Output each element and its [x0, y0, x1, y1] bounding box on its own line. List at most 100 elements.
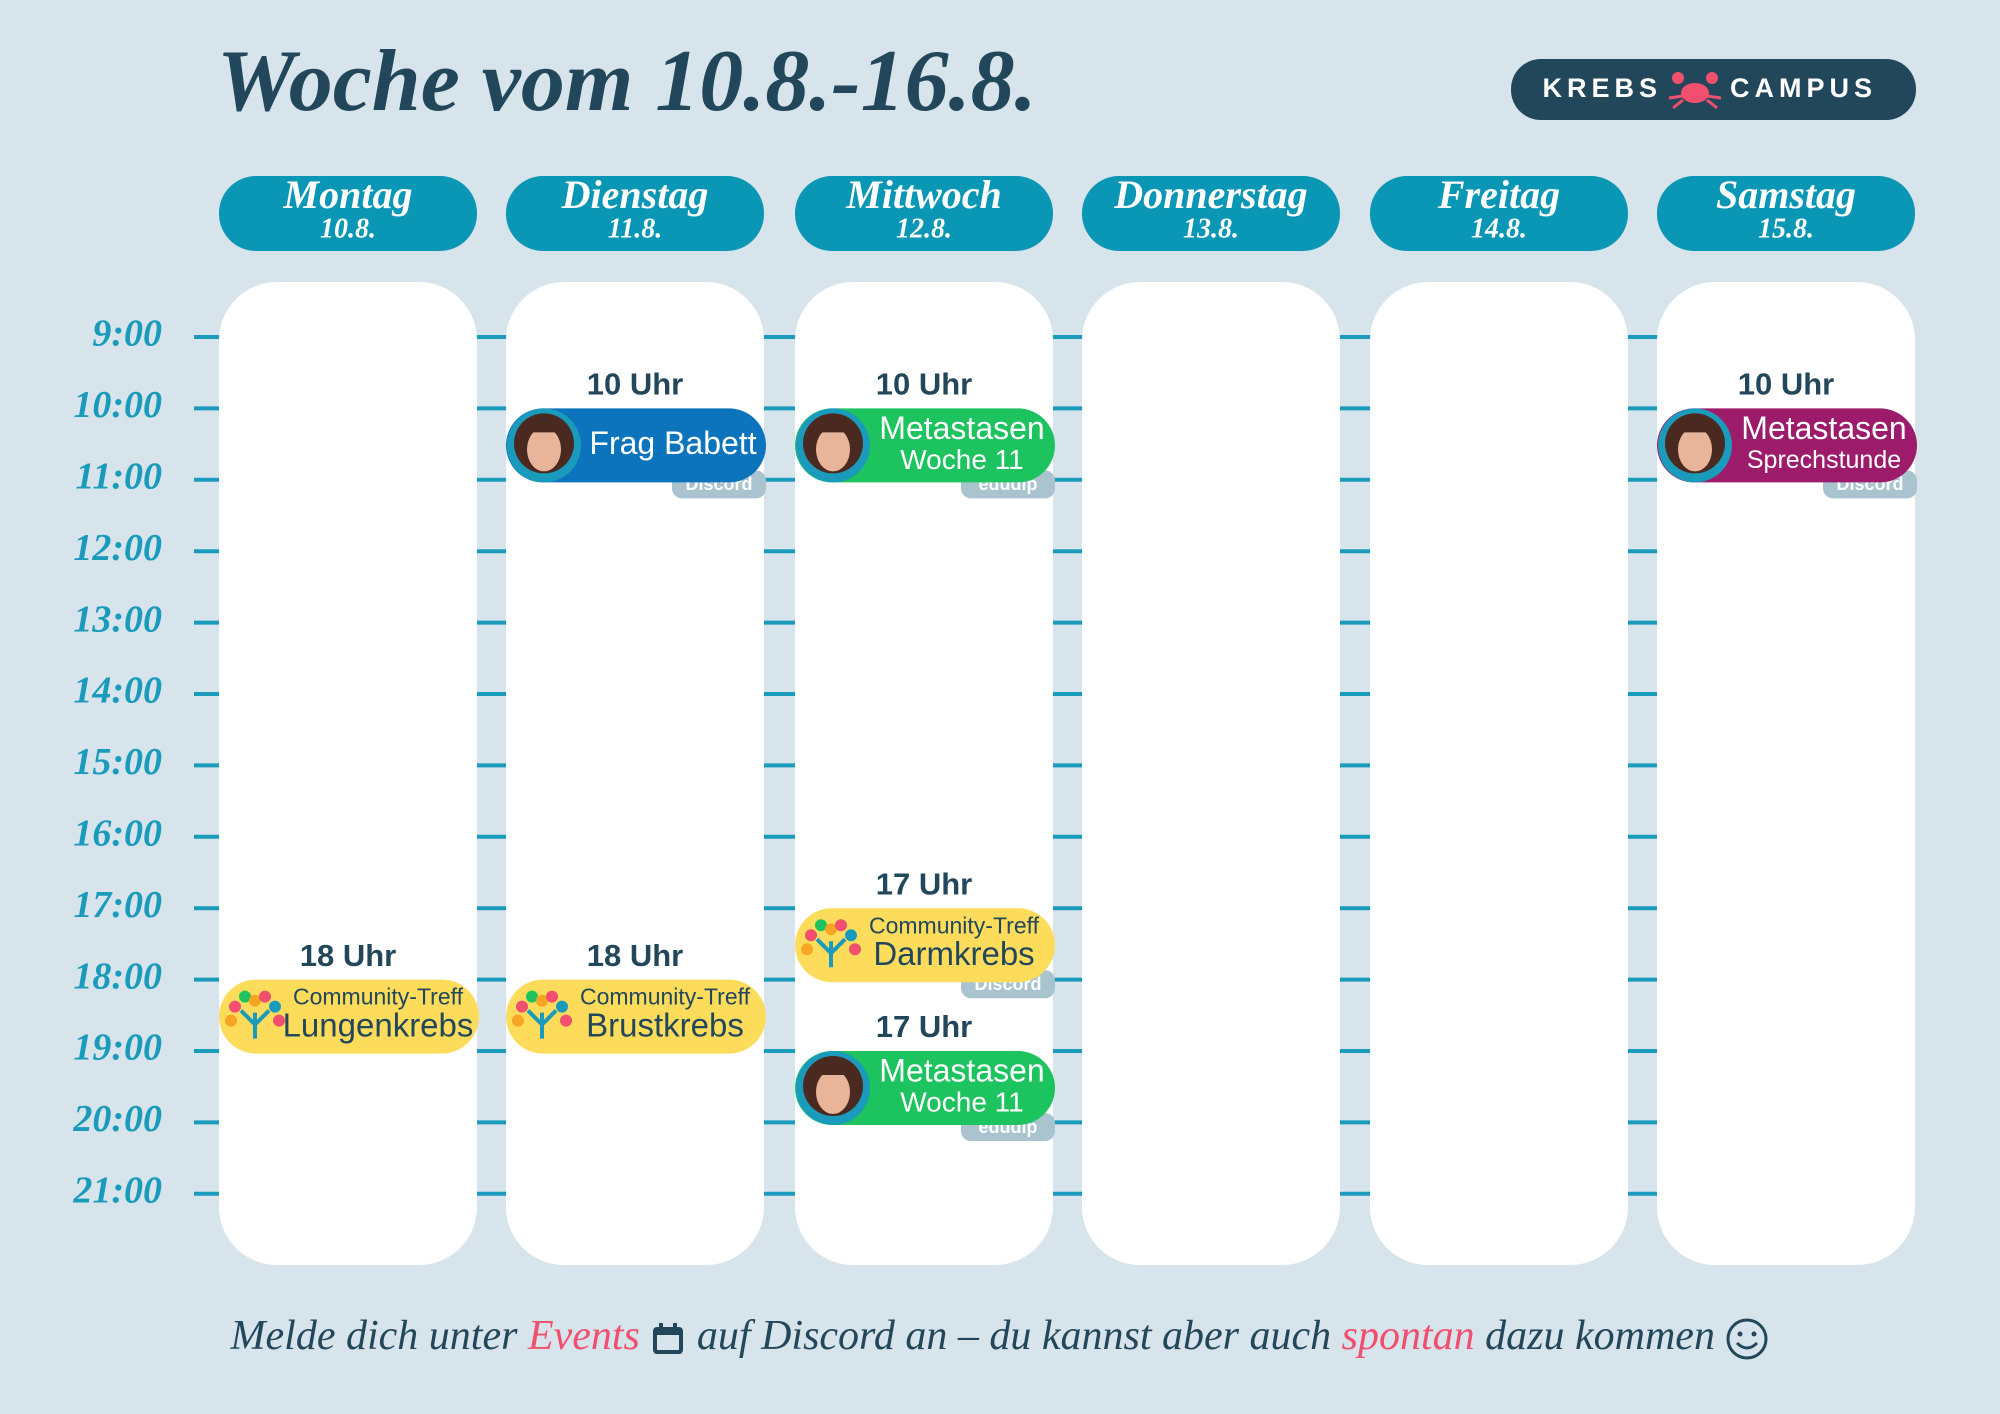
- event-subtitle: Sprechstunde: [1747, 446, 1901, 474]
- event-title: Metastasen: [879, 410, 1044, 446]
- leaf: [815, 919, 827, 932]
- leaf: [269, 1000, 281, 1013]
- day-header: [219, 176, 477, 251]
- footer-text: dazu kommen: [1474, 1313, 1715, 1359]
- event-time: 10 Uhr: [1738, 367, 1834, 402]
- day-column: [1370, 282, 1628, 1265]
- leaf: [225, 1014, 237, 1027]
- day-date: 15.8.: [1758, 213, 1814, 244]
- event-time: 18 Uhr: [587, 938, 683, 973]
- time-label: 12:00: [73, 527, 162, 569]
- event-subtitle: Woche 11: [900, 444, 1023, 475]
- time-label: 10:00: [73, 384, 162, 426]
- leaf: [526, 990, 538, 1003]
- event-title: Metastasen: [879, 1052, 1044, 1088]
- event-title: Community-Treff: [869, 912, 1040, 938]
- day-name: Mittwoch: [845, 172, 1002, 217]
- leaf: [536, 994, 548, 1007]
- day-column: [795, 282, 1053, 1265]
- event-time: 17 Uhr: [876, 1009, 972, 1044]
- day-column: [1657, 282, 1915, 1265]
- crab-icon: [1668, 72, 1722, 110]
- time-label: 18:00: [73, 955, 162, 997]
- avatar-bangs: [1676, 421, 1714, 433]
- avatar: [796, 408, 870, 483]
- event-title: Community-Treff: [580, 984, 751, 1010]
- event-pill: [219, 979, 479, 1054]
- leaf: [516, 1000, 528, 1013]
- day-header: [506, 176, 764, 251]
- time-label: 14:00: [73, 670, 162, 712]
- title: Woche vom 10.8.-16.8.: [217, 33, 1037, 130]
- avatar-bangs: [814, 1064, 852, 1075]
- time-label: 21:00: [72, 1170, 162, 1212]
- day-name: Dienstag: [561, 172, 709, 217]
- day-date: 13.8.: [1183, 213, 1239, 244]
- day-column: [219, 282, 477, 1265]
- community-icon: [512, 990, 572, 1039]
- event-pill: [795, 908, 1055, 983]
- event-time: 10 Uhr: [587, 367, 683, 402]
- stem: [239, 1009, 271, 1039]
- footer-highlight: Events: [527, 1313, 640, 1359]
- event-pill: [506, 979, 766, 1054]
- stem: [815, 937, 847, 968]
- leaf: [259, 990, 271, 1003]
- smiley-icon: [1726, 1318, 1768, 1360]
- event-subtitle: Lungenkrebs: [283, 1006, 474, 1043]
- footer-text: Melde dich unter: [230, 1313, 528, 1359]
- avatar: [796, 1051, 870, 1125]
- event-time: 10 Uhr: [876, 367, 972, 402]
- avatar-face: [527, 427, 561, 472]
- event-subtitle: Brustkrebs: [586, 1006, 744, 1043]
- leaf: [556, 1000, 568, 1013]
- event-time: 17 Uhr: [876, 866, 972, 901]
- leaf: [845, 929, 857, 942]
- leaf: [239, 990, 251, 1003]
- avatar-bangs: [814, 421, 852, 433]
- footer: Melde dich unter Events auf Discord an –…: [70, 1312, 1930, 1361]
- time-label: 13:00: [73, 598, 162, 640]
- avatar: [1658, 408, 1732, 483]
- day-column: [1082, 282, 1340, 1265]
- leaf: [229, 1000, 241, 1013]
- day-date: 14.8.: [1471, 213, 1527, 244]
- avatar-face: [816, 1070, 850, 1114]
- avatar-face: [816, 427, 850, 472]
- day-date: 12.8.: [896, 213, 952, 244]
- brand-text: KREBS: [1542, 73, 1662, 103]
- day-header: [1082, 176, 1340, 251]
- leaf: [805, 929, 817, 942]
- day-name: Samstag: [1716, 172, 1856, 217]
- day-date: 11.8.: [608, 213, 662, 244]
- leaf: [560, 1014, 572, 1027]
- event-title: Community-Treff: [293, 984, 464, 1010]
- day-date: 10.8.: [320, 213, 376, 244]
- leaf: [801, 943, 813, 956]
- event-time: 18 Uhr: [300, 938, 396, 973]
- time-label: 20:00: [72, 1098, 162, 1140]
- leaf: [546, 990, 558, 1003]
- community-icon: [225, 990, 285, 1039]
- day-name: Donnerstag: [1113, 172, 1307, 217]
- stem: [526, 1009, 558, 1039]
- footer-text: auf Discord an – du kannst aber auch: [686, 1313, 1342, 1359]
- event-subtitle: Darmkrebs: [873, 935, 1034, 972]
- brand-pill: [1511, 59, 1916, 120]
- time-label: 9:00: [92, 313, 162, 355]
- leaf: [249, 994, 261, 1007]
- leaf: [835, 919, 847, 932]
- time-label: 17:00: [73, 884, 162, 926]
- time-label: 15:00: [73, 741, 162, 783]
- leaf: [825, 923, 837, 936]
- schedule: Woche vom 10.8.-16.8. KREBS CAMPUS 9:00 1…: [72, 33, 1917, 1265]
- avatar-face: [1678, 427, 1712, 472]
- avatar: [507, 408, 581, 483]
- time-label: 16:00: [73, 813, 162, 855]
- event-subtitle: Woche 11: [900, 1086, 1023, 1117]
- event-title: Metastasen: [1741, 410, 1906, 446]
- leaf: [849, 943, 861, 956]
